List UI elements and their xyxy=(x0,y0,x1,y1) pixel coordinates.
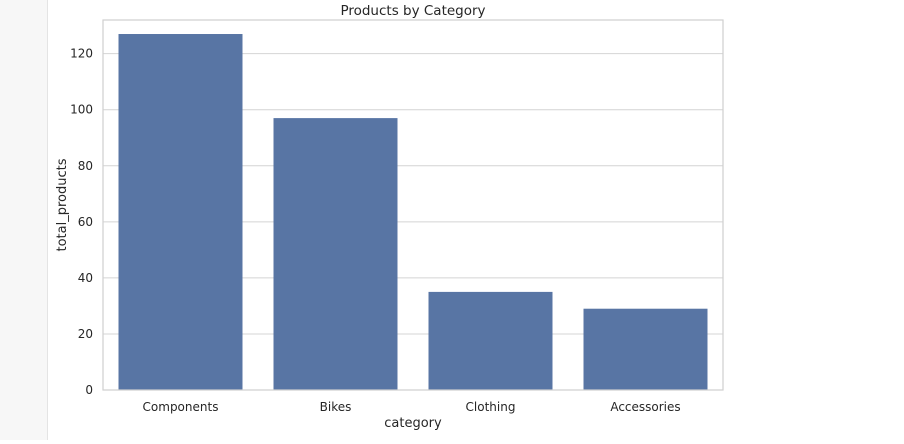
y-tick-labels: 0 20 40 60 80 100 120 xyxy=(70,47,93,397)
plot-frame xyxy=(102,19,724,391)
x-tick-label-clothing: Clothing xyxy=(466,400,516,414)
x-tick-labels: Components Bikes Clothing Accessories xyxy=(143,400,681,414)
bars xyxy=(118,34,708,391)
chart-title: Products by Category xyxy=(340,3,485,19)
y-tick-label: 100 xyxy=(70,103,93,117)
left-gutter xyxy=(0,0,48,440)
x-axis-label: category xyxy=(384,416,442,431)
bar-bikes xyxy=(273,118,398,390)
y-tick-label: 80 xyxy=(78,159,93,173)
y-tick-label: 60 xyxy=(78,215,93,229)
bar-clothing xyxy=(428,291,553,390)
y-axis-label: total_products xyxy=(55,158,70,251)
x-tick-label-bikes: Bikes xyxy=(320,400,352,414)
x-tick-label-accessories: Accessories xyxy=(610,400,680,414)
y-tick-label: 40 xyxy=(78,271,93,285)
bar-accessories xyxy=(583,308,708,390)
bar-components xyxy=(118,34,243,391)
y-tick-label: 0 xyxy=(85,383,93,397)
y-tick-label: 20 xyxy=(78,327,93,341)
x-tick-label-components: Components xyxy=(143,400,219,414)
y-tick-label: 120 xyxy=(70,47,93,61)
